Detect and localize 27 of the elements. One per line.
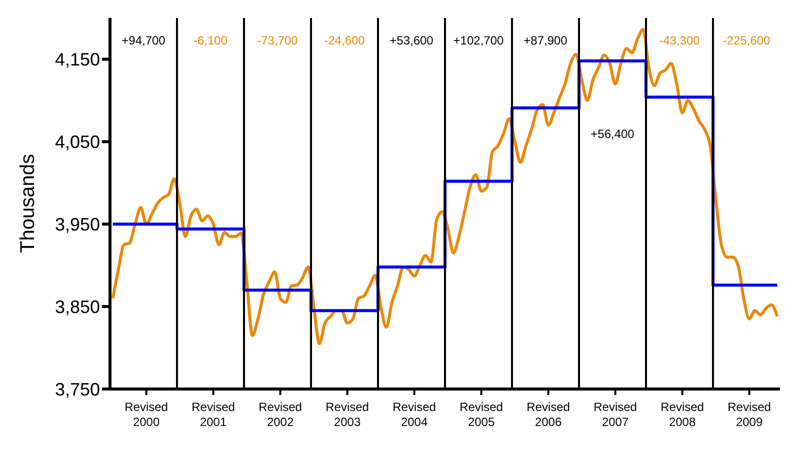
annotation: -73,700	[257, 34, 298, 48]
x-tick-label: Revised 2009	[728, 400, 771, 429]
y-axis-title: Thousands	[17, 154, 40, 253]
y-tick-label: 3,950	[54, 214, 100, 234]
x-tick-label: Revised 2008	[660, 400, 704, 429]
annotation: +53,600	[390, 34, 434, 48]
y-tick-label: 4,150	[54, 50, 100, 70]
annotation: -225,600	[722, 34, 771, 48]
x-tick-label: Revised 2004	[392, 400, 436, 429]
annotation: -43,300	[659, 34, 700, 48]
y-tick-label: 3,850	[54, 296, 100, 317]
x-tick-label: Revised 2000	[124, 400, 168, 429]
annotation: -24,600	[324, 34, 366, 48]
annotation: +87,900	[524, 34, 568, 48]
x-tick-label: Revised 2005	[460, 400, 503, 429]
x-tick-label: Revised 2003	[326, 400, 369, 429]
annotation: -6,100	[193, 34, 228, 48]
x-tick-label: Revised 2007	[594, 400, 637, 429]
x-tick-label: Revised 2006	[526, 400, 570, 429]
y-tick-label: 3,750	[54, 379, 100, 400]
annotation: +102,700	[453, 34, 504, 48]
annotation: +56,400	[590, 127, 635, 142]
annotation: +94,700	[122, 34, 166, 48]
line-series	[111, 28, 779, 346]
x-tick-label: Revised 2002	[258, 400, 302, 429]
y-tick-label: 4,050	[54, 132, 100, 152]
x-tick-label: Revised 2001	[192, 400, 235, 429]
